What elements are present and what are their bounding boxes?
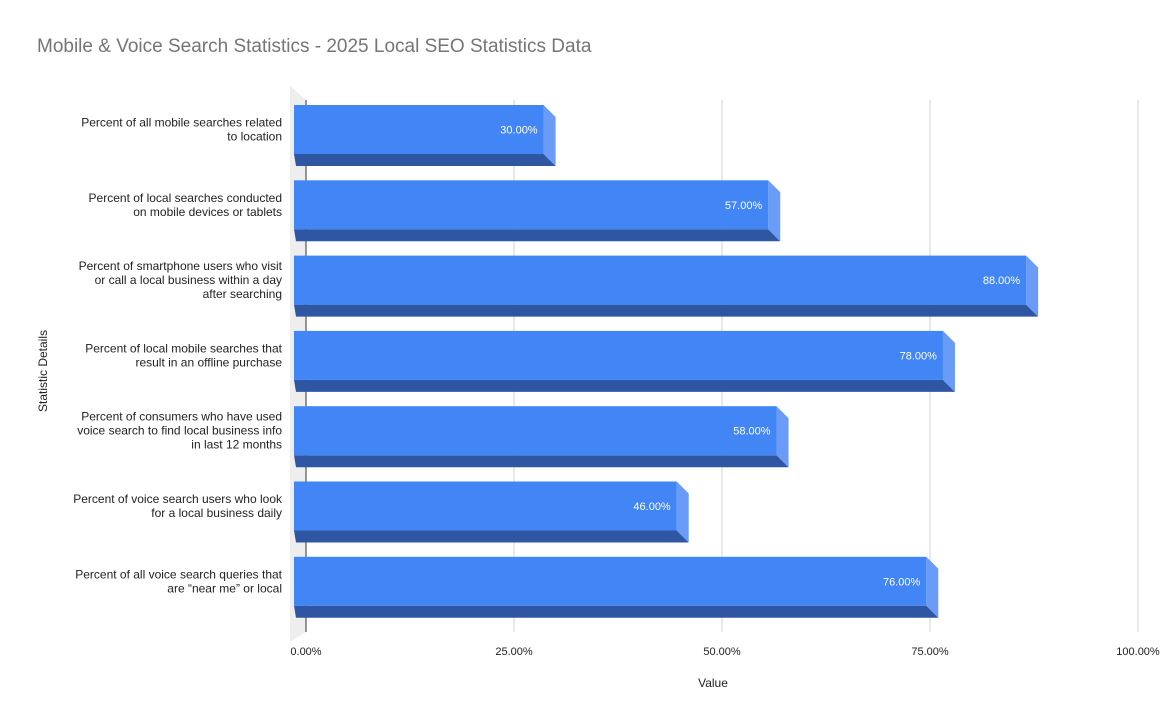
y-axis-title: Statistic Details	[36, 330, 50, 412]
bar-front-face	[294, 255, 1027, 305]
category-label: Percent of voice search users who look fo…	[73, 492, 283, 520]
bar-bottom-face	[294, 605, 939, 618]
bar-side-face	[942, 330, 955, 392]
bar-front-face	[294, 180, 769, 230]
bar-bottom-face	[294, 304, 1039, 317]
bar-data-label: 76.00%	[883, 576, 921, 588]
bar-data-label: 46.00%	[633, 501, 671, 513]
bar	[294, 556, 939, 618]
category-label: Percent of consumers who have used voice …	[77, 410, 282, 452]
category-label: Percent of all mobile searches related to…	[81, 116, 282, 144]
bar-data-label: 58.00%	[733, 426, 771, 438]
bar-front-face	[294, 481, 677, 531]
x-tick-label: 0.00%	[290, 646, 321, 658]
bar-side-face	[768, 180, 781, 242]
category-label: Percent of all voice search queries that…	[75, 567, 282, 595]
bar-side-face	[676, 481, 689, 543]
bar-front-face	[294, 105, 544, 154]
bar	[294, 180, 781, 242]
bar-bottom-face	[294, 154, 556, 166]
bar	[294, 105, 556, 166]
x-tick-label: 100.00%	[1116, 646, 1160, 658]
bar	[294, 481, 689, 543]
bar-bottom-face	[294, 229, 781, 242]
bar	[294, 406, 789, 468]
bar-bottom-face	[294, 379, 955, 392]
bar-side-face	[1026, 255, 1039, 317]
x-tick-label: 25.00%	[495, 646, 533, 658]
x-tick-label: 50.00%	[703, 646, 741, 658]
chart-title: Mobile & Voice Search Statistics - 2025 …	[37, 36, 592, 57]
bar-front-face	[294, 330, 943, 380]
x-tick-label: 75.00%	[911, 646, 949, 658]
bar-data-label: 57.00%	[725, 200, 763, 212]
bar-side-face	[543, 105, 556, 166]
x-axis-title: Value	[698, 676, 728, 690]
category-label: Percent of smartphone users who visit or …	[79, 259, 283, 301]
bar	[294, 330, 955, 392]
bar	[294, 255, 1039, 317]
bar-data-label: 30.00%	[500, 125, 538, 137]
bar-side-face	[926, 556, 939, 618]
bar-bottom-face	[294, 455, 789, 468]
bar-data-label: 88.00%	[983, 275, 1021, 287]
category-label: Percent of local searches conducted on mo…	[89, 191, 282, 219]
category-label: Percent of local mobile searches that res…	[85, 341, 282, 369]
bar-bottom-face	[294, 530, 689, 543]
bar-front-face	[294, 406, 777, 456]
bar-data-label: 78.00%	[900, 350, 938, 362]
bar-front-face	[294, 556, 927, 606]
bar-side-face	[776, 406, 789, 468]
